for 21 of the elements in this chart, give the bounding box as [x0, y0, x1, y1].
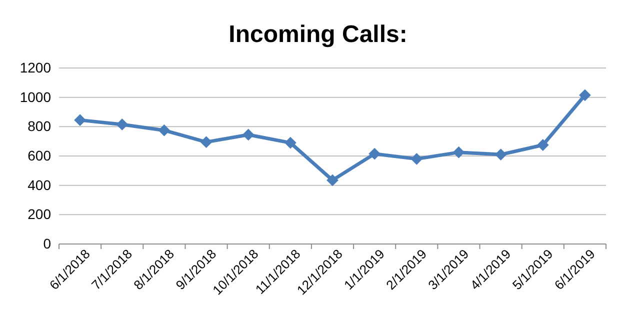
- point: [200, 136, 212, 148]
- point: [74, 114, 86, 126]
- y-tick-label: 0: [43, 235, 52, 252]
- point: [242, 128, 254, 141]
- point: [326, 174, 338, 186]
- y-tick-label: 200: [28, 206, 52, 222]
- chart-title: Incoming Calls:: [228, 21, 408, 48]
- point: [284, 136, 296, 149]
- y-tick-label: 600: [28, 147, 52, 164]
- point: [494, 148, 507, 160]
- point: [579, 89, 591, 102]
- y-tick-label: 1200: [20, 59, 52, 76]
- y-tick-label: 800: [28, 118, 52, 134]
- point: [116, 118, 128, 130]
- y-tick-label: 400: [28, 176, 52, 193]
- point: [368, 148, 381, 160]
- point: [452, 146, 465, 158]
- point: [158, 124, 170, 136]
- point: [410, 152, 423, 165]
- point: [536, 139, 549, 151]
- y-tick-label: 1000: [20, 88, 52, 105]
